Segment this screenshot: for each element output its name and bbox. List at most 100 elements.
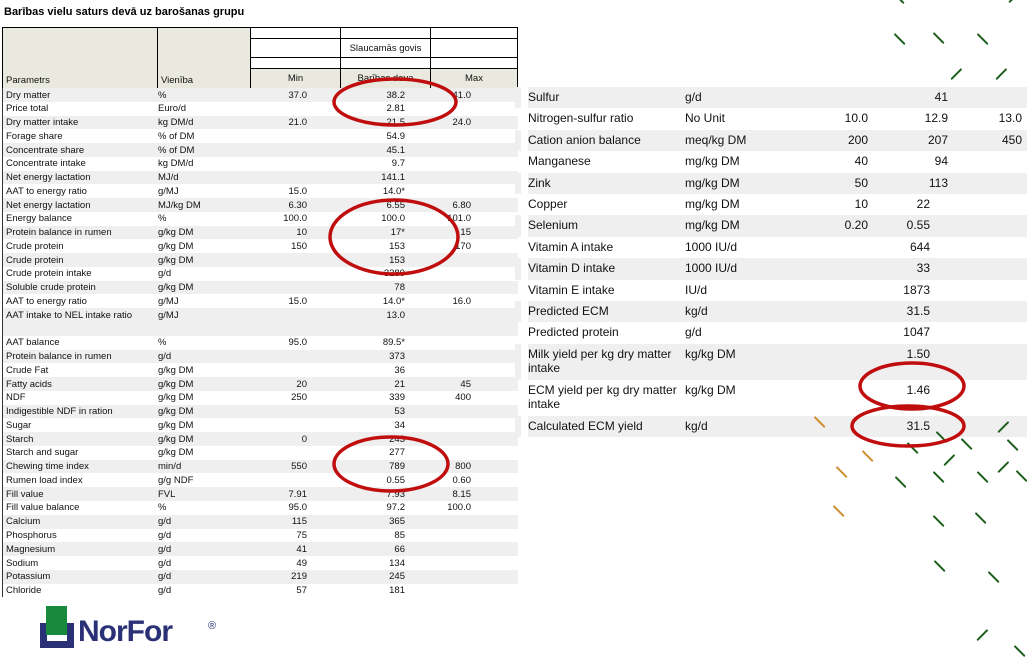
header-group: Slaucamās govis [340,38,431,58]
decoration-dash [976,629,989,642]
unit-cell: % of DM [158,130,195,142]
table-row: Energy balance% 100.0 100.0 101.0 [3,212,518,226]
row-edge [515,172,521,194]
unit-cell: % [158,213,167,225]
deva-cell: 153 [389,254,405,266]
param-cell: Starch [6,433,34,445]
max-cell [948,322,1027,343]
deva-cell: 3289 [383,268,405,280]
header-parametrs: Parametrs [2,27,158,89]
deva-cell: 9.7 [391,158,405,170]
deva-cell: 0.55 [906,218,930,233]
row-gap [521,129,528,152]
max-cell [431,418,518,432]
max-cell [948,215,1027,236]
unit-cell: kg DM/d [158,158,194,170]
max-cell [431,267,518,281]
table-row: NDF g/kg DM 250 339 400 [3,391,518,405]
min-cell: 0.20 [844,218,868,233]
param-cell: Protein balance in rumen [6,227,112,239]
param-cell: Magnesium [6,543,56,555]
max-cell [431,515,518,529]
logo-bracket-icon [40,623,74,648]
header-empty-cell [250,57,341,69]
decoration-dash [960,438,973,451]
header-deva: Barības deva [340,68,431,89]
param-cell: Net energy lactation [6,172,91,184]
max-cell: 15 [460,227,471,239]
row-gap [521,172,528,194]
deva-cell: 365 [389,516,405,528]
min-cell: 50 [854,175,868,190]
deva-cell: 2.81 [386,103,406,115]
param-cell: Energy balance [6,213,73,225]
unit-cell: g/kg DM [158,433,194,445]
row-content: Calculated ECM yield kg/d 31.5 [528,415,1027,438]
table-row: Starch and sugar g/kg DM 277 [3,446,518,460]
table-row: Sulfur g/d 41 [515,87,1027,109]
table-row: AAT to energy ratio g/MJ 15.0 14.0* [3,184,518,198]
min-cell: 250 [291,392,307,404]
header-empty-cell [340,57,431,69]
max-cell: 170 [455,240,471,252]
row-gap [521,379,528,416]
table-row: Net energy lactation MJ/d 141.1 [3,170,518,185]
deva-cell: 22 [916,196,930,211]
unit-cell: g/kg DM [158,406,194,418]
min-cell [251,308,341,336]
deva-cell: 12.9 [924,111,948,126]
table-row: AAT to energy ratio g/MJ 15.0 14.0* 16.0 [3,294,518,308]
decoration-dash [950,68,963,81]
decoration-dash [974,512,987,525]
decoration-dash [1013,645,1026,658]
min-cell [251,418,341,432]
table-row: Crude protein g/kg DM 150 153 170 [3,239,518,253]
min-cell: 15.0 [288,185,308,197]
row-edge [515,343,521,380]
unit-cell: g/kg DM [158,254,194,266]
table-row: Sugar g/kg DM 34 [3,418,518,432]
min-cell: 150 [291,240,307,252]
table-row: Fill value FVL 7.91 7.93 8.15 [3,487,518,501]
param-cell: AAT balance [6,337,60,349]
row-content: Vitamin E intake IU/d 1873 [528,280,1027,301]
max-cell [431,102,518,116]
deva-cell: 243 [389,433,405,445]
deva-cell: 339 [389,392,405,404]
min-cell [251,350,341,364]
table-row: ECM yield per kg dry matter intake kg/kg … [515,379,1027,416]
row-gap [521,193,528,216]
min-cell [251,267,341,281]
param-cell: Manganese [528,154,591,169]
param-cell: Fatty acids [6,378,52,390]
max-cell [948,173,1027,194]
min-cell: 0 [301,433,307,445]
unit-cell: IU/d [685,282,708,297]
max-cell [431,446,518,460]
row-edge [515,300,521,323]
decoration-dash [943,454,956,467]
table-row: Magnesium g/d 41 66 [3,542,518,557]
min-cell [788,280,868,301]
unit-cell: % [158,502,167,514]
deva-cell: 245 [389,571,405,583]
min-cell [788,380,868,416]
min-cell [251,102,341,116]
decoration-dash [987,571,1000,584]
decoration-dash [861,450,874,463]
max-cell [948,151,1027,172]
row-gap [521,108,528,130]
table-row: Chloride g/d 57 181 [3,584,518,598]
min-cell: 57 [296,585,307,597]
deva-cell: 7.93 [386,488,406,500]
nutrient-table-header: Parametrs Vienība Slaucamās govis Min Ba… [2,27,518,89]
min-cell [788,87,868,108]
unit-cell: meq/kg DM [685,132,747,147]
param-cell: Dry matter [6,89,51,101]
table-row: AAT intake to NEL intake ratio g/MJ 13.0 [3,308,518,336]
unit-cell: g/d [685,90,702,104]
row-gap [521,151,528,173]
row-gap [521,300,528,323]
deva-cell: 1.50 [906,346,930,361]
param-cell: Rumen load index [6,474,83,486]
